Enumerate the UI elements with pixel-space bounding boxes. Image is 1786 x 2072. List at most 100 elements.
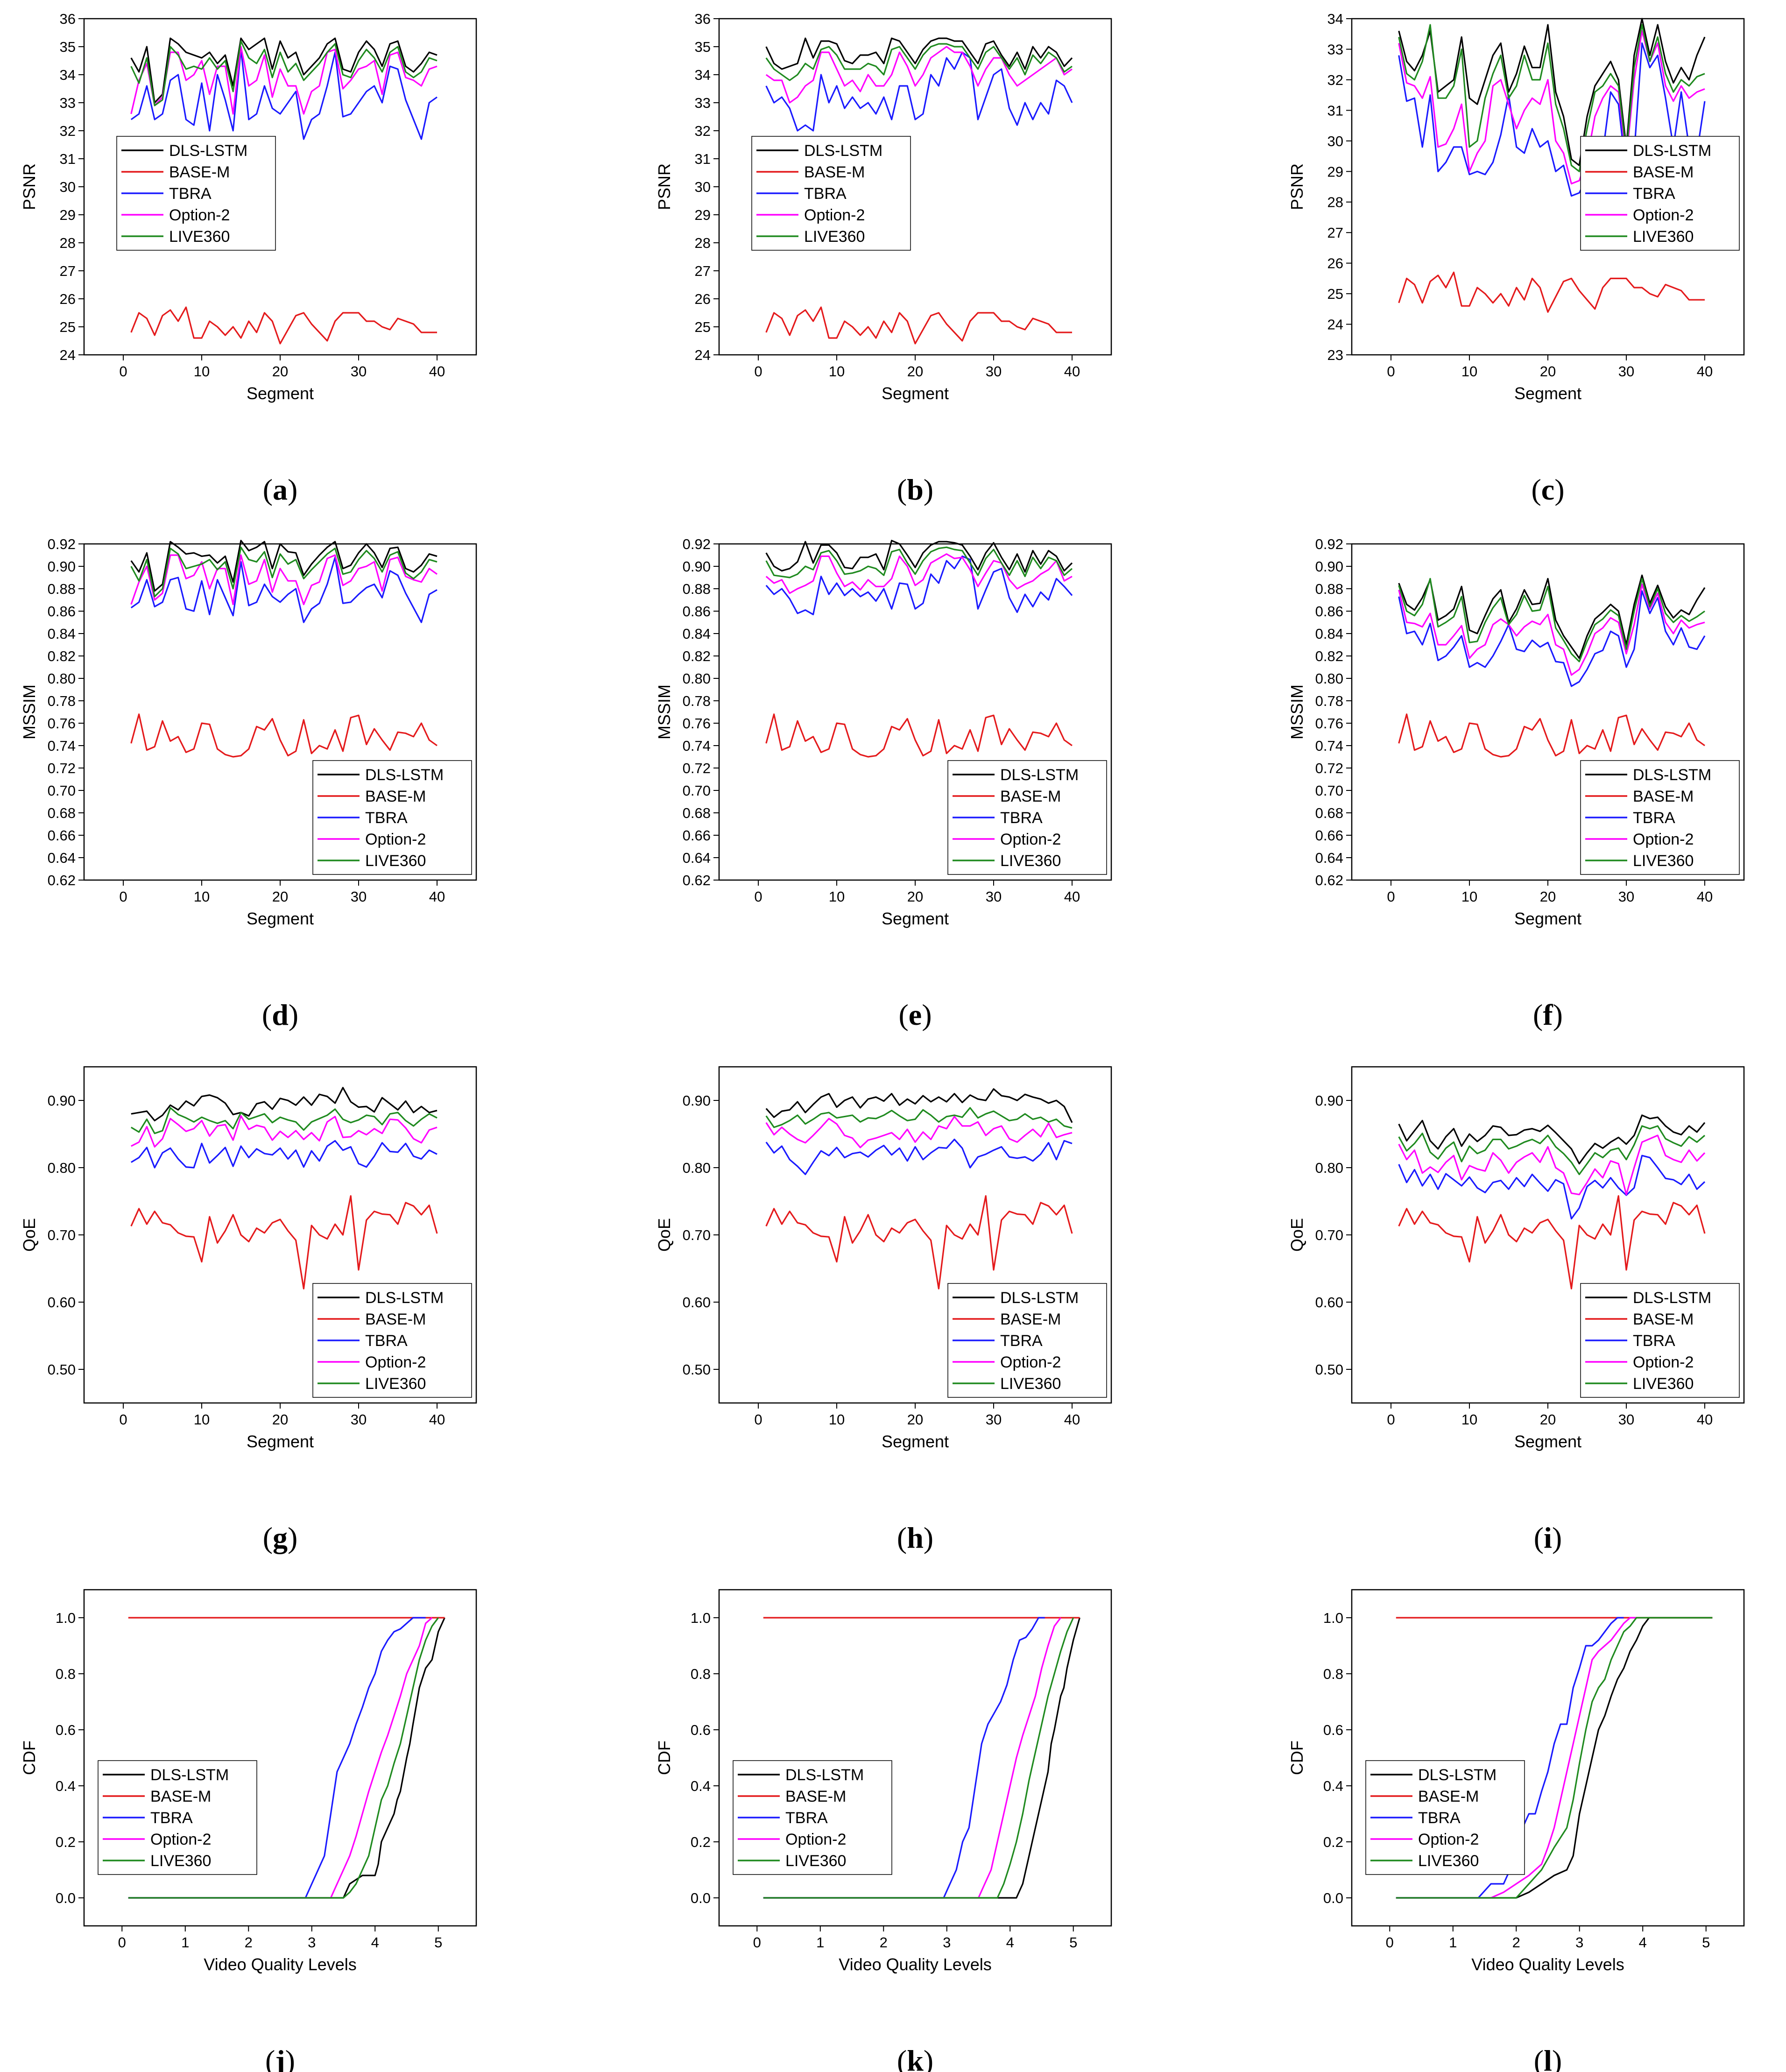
y-tick-label: 0.80 (1315, 670, 1343, 687)
y-tick-label: 0.2 (56, 1834, 76, 1850)
panel-caption: (b) (897, 473, 933, 506)
chart-panel-i: 0.50 0.60 0.70 0.80 0.90 0 10 20 30 40 Segment QoE D… (1287, 1066, 1745, 1554)
y-tick-label: 0.74 (48, 738, 76, 754)
y-tick-label: 27 (695, 263, 711, 279)
series-line-live360 (128, 1617, 439, 1899)
series-line-live360 (130, 40, 438, 106)
legend-label: Option-2 (1000, 1353, 1061, 1371)
x-tick-label: 2 (245, 1934, 253, 1951)
y-tick-label: 36 (695, 11, 711, 27)
legend-label: DLS-LSTM (1000, 766, 1079, 784)
caption-open-paren: ( (262, 998, 272, 1031)
series-line-base-m (765, 306, 1072, 345)
legend-label: Option-2 (365, 1353, 426, 1371)
legend-label: LIVE360 (1633, 228, 1694, 246)
y-tick-label: 23 (1327, 347, 1343, 363)
y-tick-label: 0.6 (56, 1722, 76, 1738)
legend-box (1580, 1283, 1740, 1398)
x-tick-label: 0 (119, 888, 127, 905)
y-axis-label: QoE (655, 1218, 674, 1252)
y-tick-label: 1.0 (691, 1610, 711, 1626)
x-axis-label: Segment (882, 384, 949, 403)
x-axis-label: Segment (1514, 909, 1581, 928)
series-line-option-2 (131, 1115, 438, 1148)
caption-close-paren: ) (289, 998, 298, 1031)
legend-label: LIVE360 (1418, 1852, 1479, 1870)
series-line-live360 (763, 1617, 1074, 1899)
legend-label: TBRA (1633, 185, 1675, 203)
y-tick-label: 1.0 (1323, 1610, 1343, 1626)
y-tick-label: 0.90 (683, 1092, 711, 1109)
legend: DLS-LSTM BASE-M TBRA Option-2 LIVE360 (98, 1760, 257, 1875)
y-tick-label: 26 (695, 291, 711, 307)
y-axis-label: PSNR (1287, 163, 1306, 210)
x-axis-label: Segment (1514, 384, 1581, 403)
series-line-option-2 (1396, 1617, 1637, 1899)
y-tick-label: 0.50 (683, 1361, 711, 1378)
caption-letter: a (273, 473, 288, 506)
legend: DLS-LSTM BASE-M TBRA Option-2 LIVE360 (1365, 1760, 1525, 1875)
y-tick-label: 1.0 (56, 1610, 76, 1626)
legend-label: Option-2 (1633, 1353, 1694, 1371)
legend-label: LIVE360 (785, 1852, 846, 1870)
caption-close-paren: ) (288, 473, 297, 506)
caption-letter: f (1543, 998, 1553, 1031)
x-tick-label: 20 (907, 363, 923, 380)
y-tick-label: 0.4 (1323, 1778, 1343, 1794)
series-line-option-2 (130, 554, 438, 606)
x-tick-label: 0 (1387, 888, 1395, 905)
chart-panel-f: 0.62 0.64 0.66 0.68 0.70 0.72 0.74 0.76 0.78 0.80… (1287, 536, 1745, 1031)
x-tick-label: 40 (429, 363, 445, 380)
series-line-tbra (765, 51, 1073, 132)
x-tick-label: 2 (880, 1934, 888, 1951)
caption-close-paren: ) (924, 1521, 933, 1554)
y-tick-label: 27 (60, 263, 76, 279)
y-tick-label: 0.90 (48, 558, 76, 575)
legend: DLS-LSTM BASE-M TBRA Option-2 LIVE360 (312, 760, 472, 875)
y-tick-label: 0.8 (691, 1666, 711, 1682)
x-tick-label: 0 (118, 1934, 126, 1951)
legend-label: BASE-M (150, 1788, 211, 1805)
x-tick-label: 30 (1618, 1411, 1634, 1428)
y-tick-label: 29 (60, 207, 76, 223)
caption-close-paren: ) (922, 998, 932, 1031)
series-line-dls-lstm (765, 37, 1073, 70)
y-tick-label: 29 (695, 207, 711, 223)
caption-close-paren: ) (1554, 473, 1564, 506)
y-tick-label: 0.80 (48, 670, 76, 687)
x-tick-label: 20 (1540, 1411, 1556, 1428)
legend-label: BASE-M (1633, 788, 1694, 805)
legend-label: TBRA (365, 1332, 408, 1350)
series-line-tbra (765, 555, 1073, 615)
x-tick-label: 10 (194, 1411, 210, 1428)
panel-caption: (k) (897, 2044, 933, 2072)
y-tick-label: 0.72 (48, 760, 76, 776)
y-tick-label: 33 (695, 95, 711, 111)
y-tick-label: 0.84 (683, 626, 711, 642)
y-tick-label: 0.78 (1315, 693, 1343, 709)
legend-label: DLS-LSTM (1633, 766, 1711, 784)
x-tick-label: 0 (1386, 1934, 1394, 1951)
legend-label: Option-2 (1000, 831, 1061, 848)
legend: DLS-LSTM BASE-M TBRA Option-2 LIVE360 (1580, 136, 1740, 251)
y-tick-label: 36 (60, 11, 76, 27)
series-line-tbra (1398, 590, 1706, 687)
legend-label: BASE-M (365, 1311, 426, 1328)
series-line-live360 (765, 43, 1073, 81)
series-line-tbra (130, 49, 438, 140)
series-line-base-m (1398, 713, 1705, 758)
series-line-dls-lstm (128, 1617, 445, 1899)
chart-panel-k: 0.0 0.2 0.4 0.6 0.8 1.0 0 1 2 3 4 5 Video Quality Le… (655, 1589, 1112, 2072)
legend-label: Option-2 (169, 206, 230, 224)
x-tick-label: 40 (1064, 888, 1080, 905)
series-line-base-m (130, 306, 437, 345)
y-tick-label: 24 (1327, 317, 1343, 333)
x-tick-label: 0 (754, 888, 762, 905)
y-tick-label: 0.6 (1323, 1722, 1343, 1738)
y-tick-label: 0.90 (1315, 558, 1343, 575)
legend-label: DLS-LSTM (1633, 1289, 1711, 1307)
caption-open-paren: ( (897, 473, 907, 506)
y-tick-label: 0.74 (1315, 738, 1343, 754)
y-tick-label: 0.86 (1315, 603, 1343, 620)
x-tick-label: 20 (907, 1411, 923, 1428)
